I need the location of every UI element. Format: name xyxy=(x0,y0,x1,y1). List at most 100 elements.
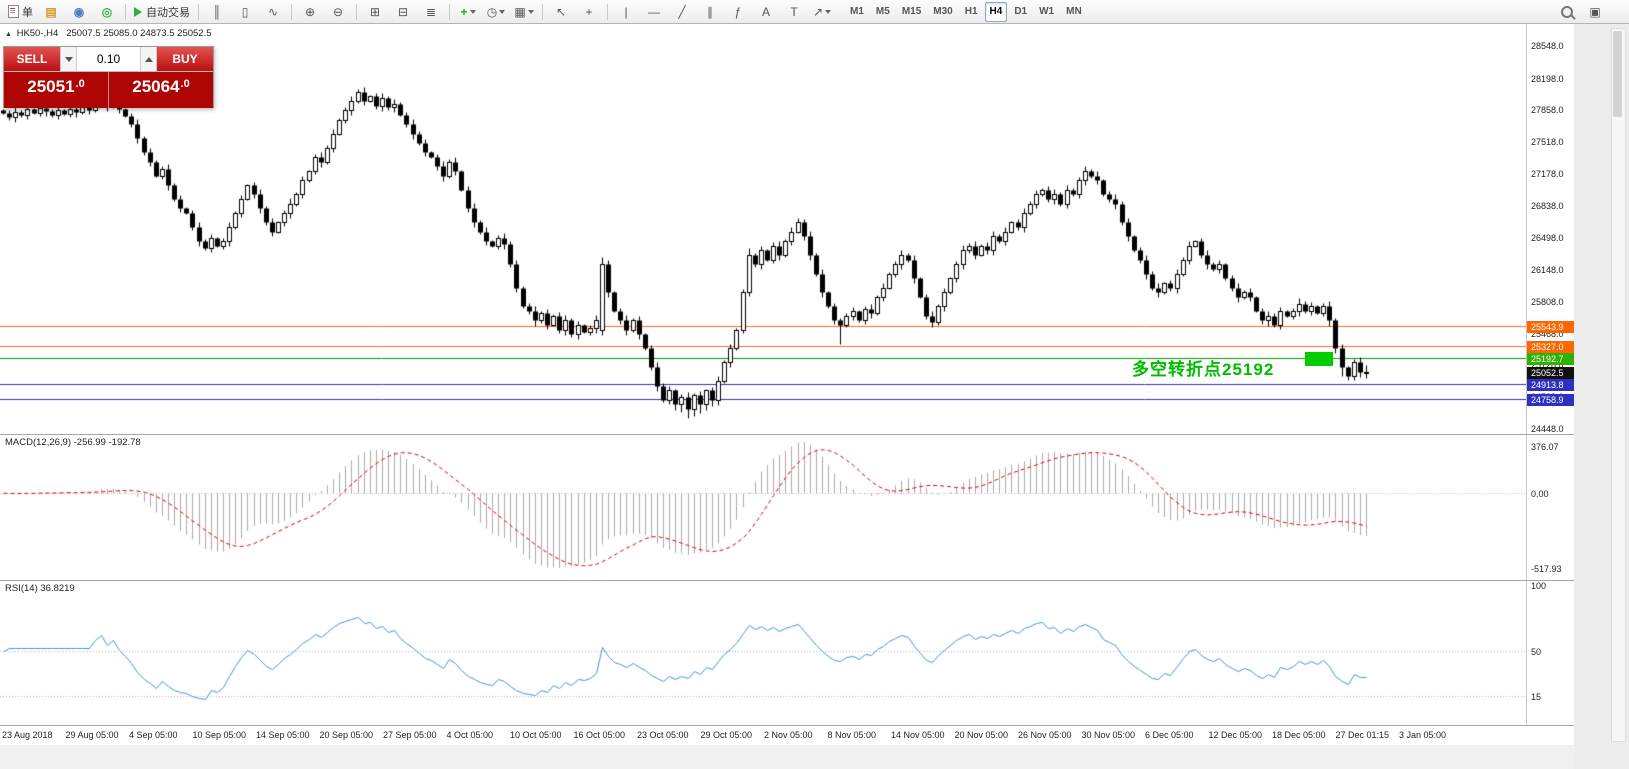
macd-scale-label: 376.07 xyxy=(1531,442,1559,452)
crosshair-icon[interactable]: + xyxy=(585,4,593,19)
volume-decrease-button[interactable] xyxy=(60,47,77,71)
timeframe-m5[interactable]: M5 xyxy=(875,6,890,17)
chevron-down-icon xyxy=(499,9,506,14)
volume-input[interactable] xyxy=(77,47,140,71)
turning-point-box[interactable] xyxy=(1305,352,1333,366)
time-label: 30 Nov 05:00 xyxy=(1081,730,1136,740)
candlestick-icon[interactable]: ▯ xyxy=(241,4,249,19)
chevron-down-icon xyxy=(825,9,832,14)
ohlc-values: 25007.5 25085.0 24873.5 25052.5 xyxy=(66,28,212,39)
rsi-scale-label: 100 xyxy=(1531,580,1547,591)
cursor-icon[interactable]: ↖ xyxy=(555,4,567,19)
trendline-icon[interactable]: ╱ xyxy=(678,4,686,19)
time-label: 16 Oct 05:00 xyxy=(573,730,626,740)
buy-price: 25064 xyxy=(132,77,180,96)
toolbar-separator xyxy=(125,3,126,20)
history-center-icon[interactable]: ▤ xyxy=(45,4,57,19)
symbol-period: HK50-,H4 xyxy=(16,28,59,39)
rsi-pane: RSI(14) 36.8219 xyxy=(0,580,1526,725)
buy-price-display: 25064 .0 xyxy=(108,72,213,108)
timeframe-w1[interactable]: W1 xyxy=(1039,6,1055,17)
arrows-icon[interactable]: ↗ xyxy=(809,1,835,23)
toolbar-separator xyxy=(198,3,199,20)
macd-label: MACD(12,26,9) -256.99 -192.78 xyxy=(5,437,141,448)
right-panel xyxy=(1574,24,1629,769)
timeframe-m1[interactable]: M1 xyxy=(850,6,864,17)
channel-icon[interactable]: ∥ xyxy=(707,4,713,19)
time-label: 27 Sep 05:00 xyxy=(383,730,437,740)
autotrading-button[interactable]: 自动交易 xyxy=(131,1,193,23)
pane-splitter[interactable] xyxy=(0,434,1574,435)
time-label: 14 Sep 05:00 xyxy=(256,730,310,740)
chevron-down-icon xyxy=(469,9,476,14)
time-label: 20 Nov 05:00 xyxy=(954,730,1009,740)
macd-canvas[interactable] xyxy=(0,434,1526,580)
macd-pane: MACD(12,26,9) -256.99 -192.78 xyxy=(0,434,1526,580)
time-label: 12 Dec 05:00 xyxy=(1208,730,1263,740)
vertical-line-icon[interactable]: | xyxy=(624,4,628,19)
time-label: 3 Jan 05:00 xyxy=(1399,730,1447,740)
timeframe-m30[interactable]: M30 xyxy=(933,6,953,17)
label-icon[interactable]: T xyxy=(790,4,798,19)
time-label: 10 Oct 05:00 xyxy=(510,730,562,740)
toolbox-icon[interactable]: ▣ xyxy=(1589,4,1601,19)
tile-windows-icon[interactable]: ⊞ xyxy=(369,4,381,19)
search-icon[interactable] xyxy=(1554,1,1580,23)
arrange-icon[interactable]: ≣ xyxy=(425,4,437,19)
scrollbar-thumb[interactable] xyxy=(1613,31,1622,117)
chevron-up-icon xyxy=(144,56,153,62)
price-scale-label: 27858.0 xyxy=(1531,104,1564,115)
price-scale-label: 28198.0 xyxy=(1531,73,1564,84)
price-scale-label: 26498.0 xyxy=(1531,232,1564,243)
ohlc-label: ▲ HK50-,H4 25007.5 25085.0 24873.5 25052… xyxy=(5,28,212,39)
price-scale-label: 25468.0 xyxy=(1531,328,1564,339)
rsi-scale-label: 15 xyxy=(1531,691,1542,702)
sell-price: 25051 xyxy=(27,77,75,96)
new-order-icon xyxy=(8,5,19,18)
volume-increase-button[interactable] xyxy=(140,47,157,71)
vertical-scrollbar[interactable] xyxy=(1611,28,1626,742)
time-label: 10 Sep 05:00 xyxy=(192,730,247,740)
time-label: 23 Oct 05:00 xyxy=(637,730,689,740)
price-tag: 25327.0 xyxy=(1527,340,1574,353)
price-tag: 25052.5 xyxy=(1527,366,1574,379)
fibonacci-icon[interactable]: ƒ xyxy=(734,4,742,19)
timeframe-mn[interactable]: MN xyxy=(1066,6,1082,17)
turning-point-label[interactable]: 多空转折点25192 xyxy=(1132,360,1275,379)
text-icon[interactable]: A xyxy=(761,4,770,19)
macd-scale-label: 0.00 xyxy=(1531,488,1549,499)
timeframe-m15[interactable]: M15 xyxy=(901,6,922,17)
templates-icon[interactable]: ▦ xyxy=(511,1,537,23)
periods-icon[interactable]: ◷ xyxy=(483,1,509,23)
price-tag: 24758.9 xyxy=(1527,393,1574,406)
main-chart-pane: ▲ HK50-,H4 25007.5 25085.0 24873.5 25052… xyxy=(0,24,1526,434)
timeframe-h1[interactable]: H1 xyxy=(964,6,978,17)
line-chart-icon[interactable]: ∿ xyxy=(267,4,279,19)
autotrading-label: 自动交易 xyxy=(146,6,190,19)
horizontal-line-icon[interactable]: ― xyxy=(648,4,660,19)
time-axis[interactable]: 23 Aug 2018 29 Aug 05:00 4 Sep 05:00 10 Sep… xyxy=(0,725,1574,745)
zoom-in-icon[interactable]: ⊕ xyxy=(304,4,316,19)
rsi-canvas[interactable] xyxy=(0,580,1526,725)
cascade-windows-icon[interactable]: ⊟ xyxy=(397,4,409,19)
new-order-button[interactable]: 单 xyxy=(5,1,36,23)
time-label: 14 Nov 05:00 xyxy=(891,730,945,740)
indicators-icon[interactable]: + xyxy=(455,1,481,23)
price-axis[interactable]: 28548.0 28198.0 27858.0 27518.0 27178.0 26838… xyxy=(1526,24,1574,745)
sell-button[interactable]: SELL xyxy=(4,47,60,71)
profile-icon[interactable]: ◉ xyxy=(73,4,85,19)
price-scale-label: 26148.0 xyxy=(1531,264,1564,275)
buy-button[interactable]: BUY xyxy=(157,47,213,71)
toolbar-separator xyxy=(291,3,292,20)
timeframe-d1[interactable]: D1 xyxy=(1014,6,1028,17)
price-scale-label: 28548.0 xyxy=(1531,40,1564,51)
pane-splitter[interactable] xyxy=(0,580,1574,581)
bar-chart-icon[interactable]: ║ xyxy=(212,4,222,19)
toolbar-separator xyxy=(356,3,357,20)
zoom-out-icon[interactable]: ⊖ xyxy=(332,4,344,19)
candlestick-canvas[interactable] xyxy=(0,24,1526,434)
time-label: 29 Aug 05:00 xyxy=(65,730,119,740)
timeframe-h4[interactable]: H4 xyxy=(984,1,1008,22)
price-scale-label: 27178.0 xyxy=(1531,168,1564,179)
community-icon[interactable]: ◎ xyxy=(101,4,113,19)
